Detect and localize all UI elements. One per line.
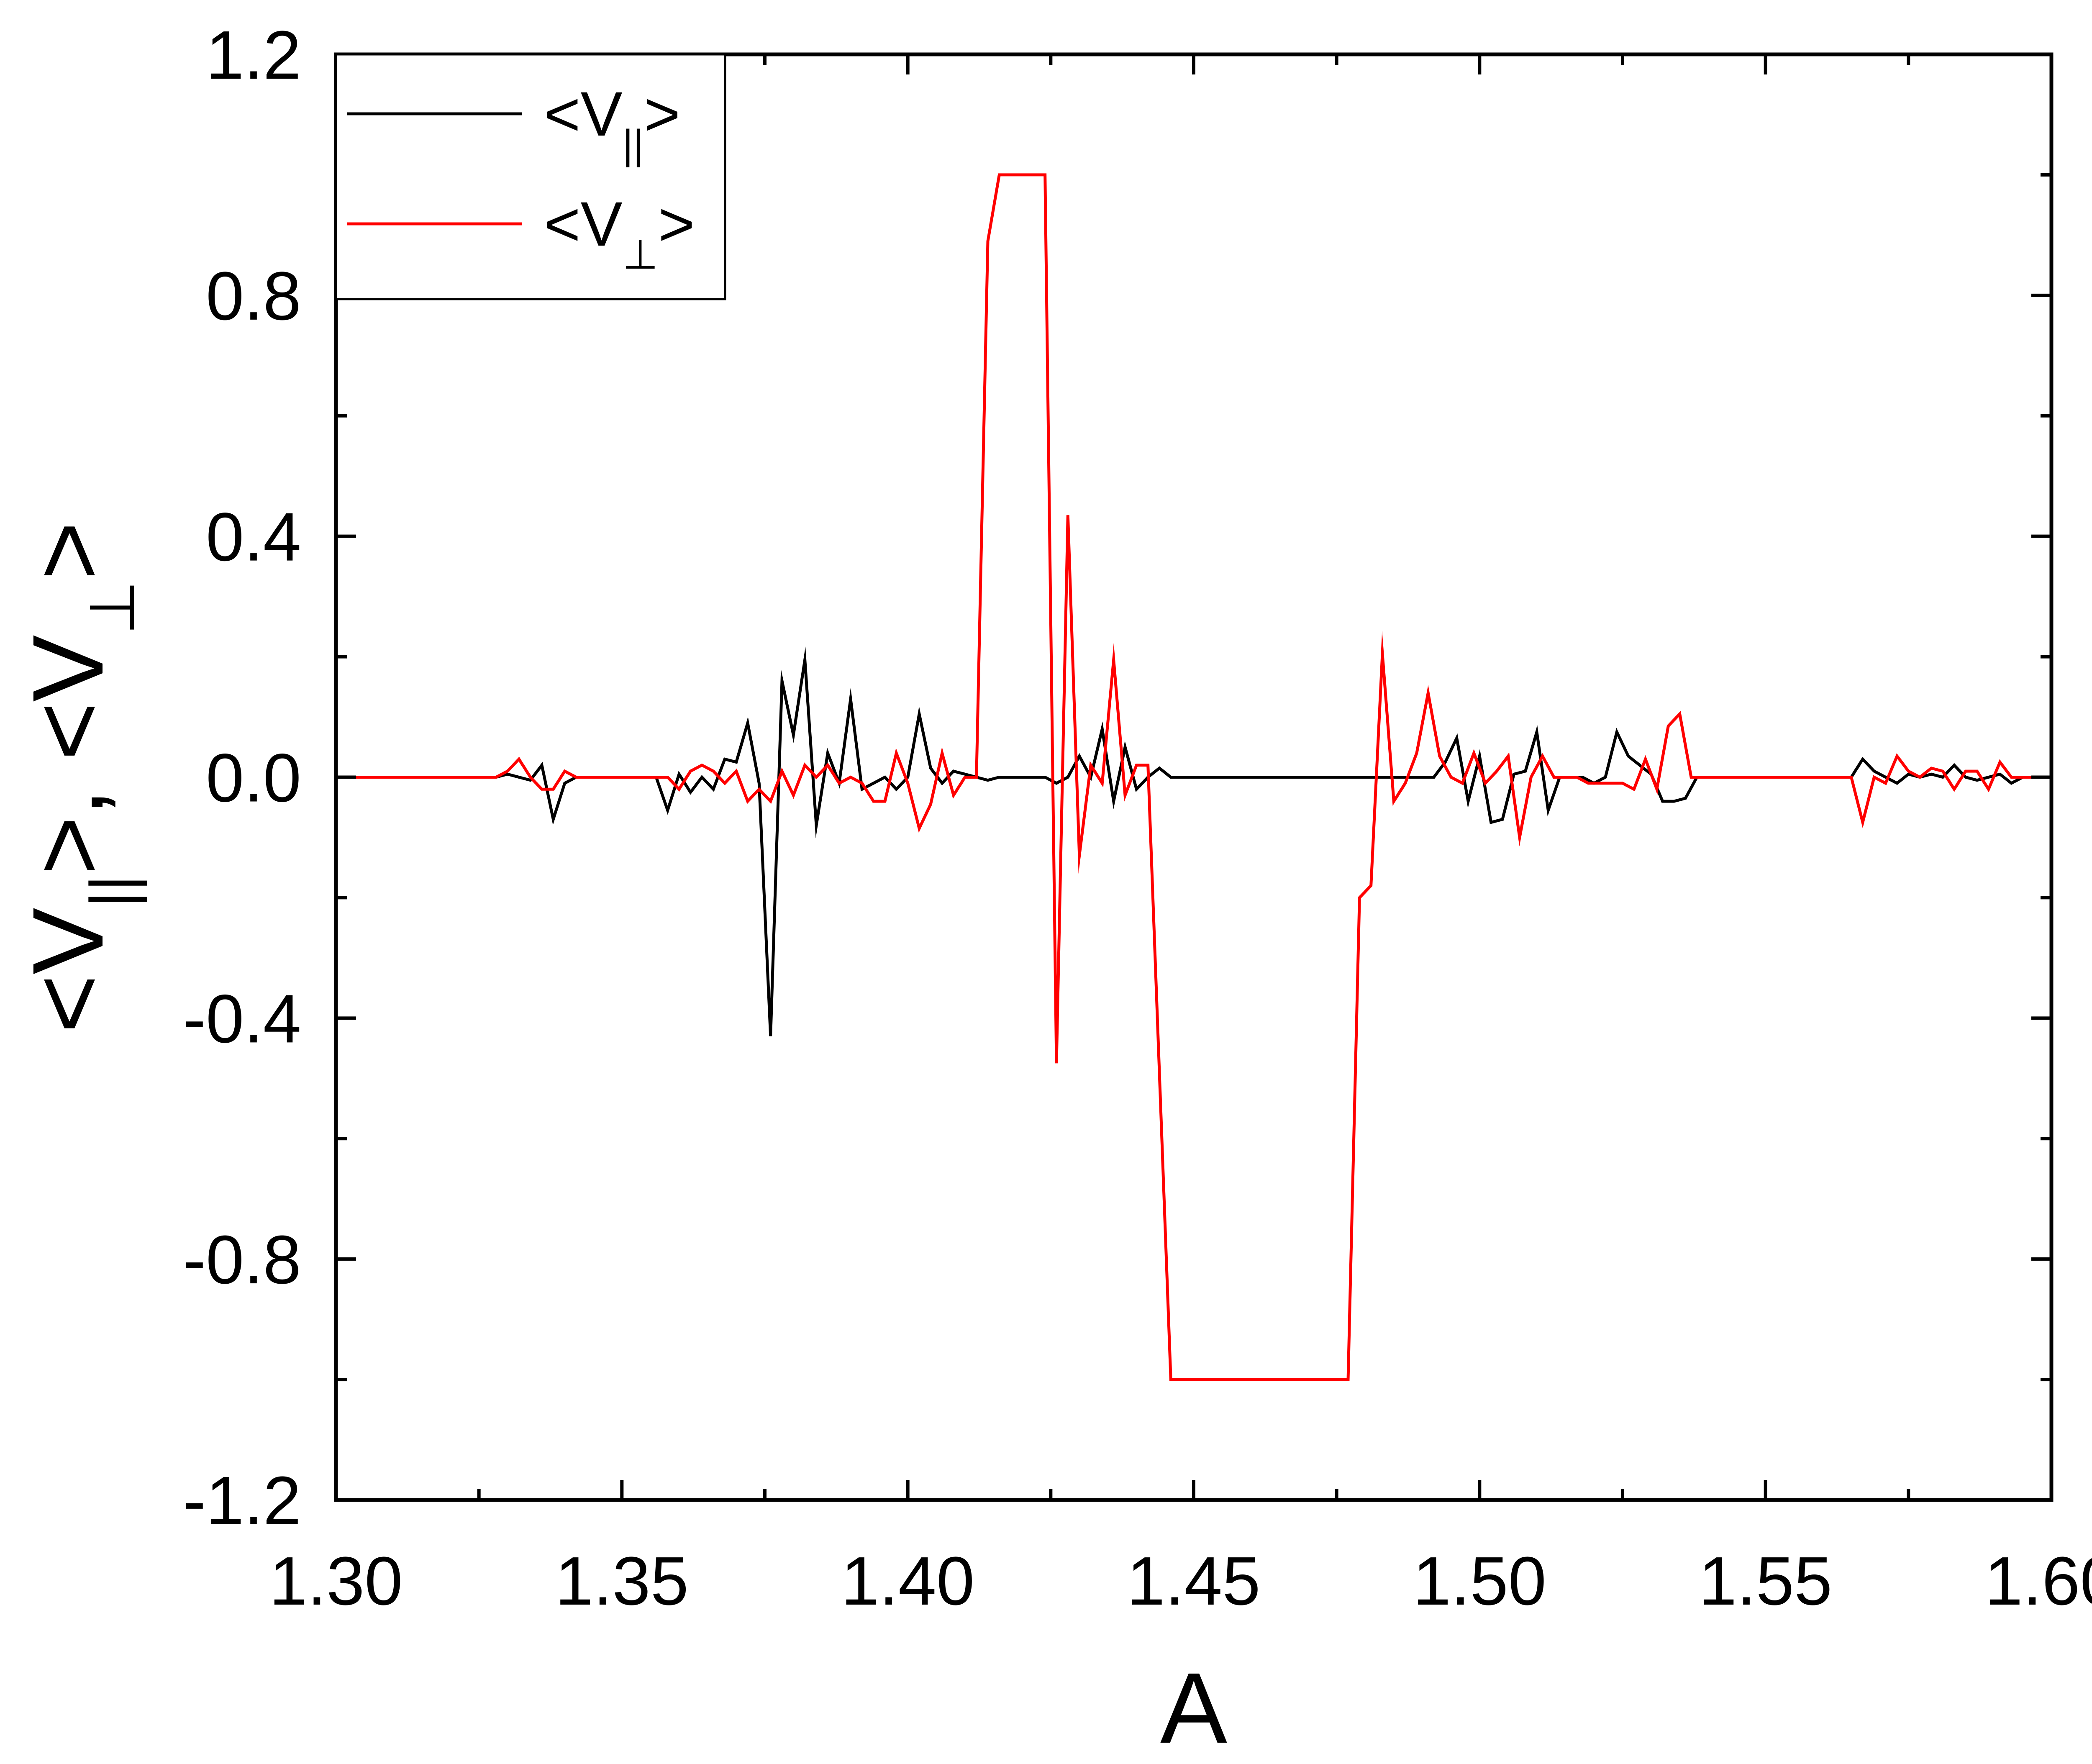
y-tick-label: -1.2	[183, 1462, 301, 1539]
y-tick-label: 1.2	[206, 17, 301, 93]
legend-box	[335, 53, 726, 300]
y-tick-label: -0.4	[183, 980, 301, 1057]
x-axis-title: A	[1160, 1652, 1227, 1764]
x-tick-label: 1.35	[555, 1543, 689, 1619]
legend-label-1: <V⊥>	[544, 189, 695, 277]
x-tick-label: 1.30	[269, 1543, 403, 1619]
x-tick-label: 1.55	[1699, 1543, 1832, 1619]
y-tick-label: 0.0	[206, 740, 301, 816]
x-tick-label: 1.40	[841, 1543, 974, 1619]
x-tick-label: 1.50	[1413, 1543, 1546, 1619]
ticks-layer: 1.30 1.35 1.40 1.45 1.50 1.55 1.60 1.2 0.8 0.4 0.0…	[183, 17, 2092, 1619]
series-line-1	[336, 173, 2051, 1381]
y-tick-label: 0.8	[206, 258, 301, 334]
x-tick-label: 1.45	[1127, 1543, 1260, 1619]
y-tick-label: -0.8	[183, 1221, 301, 1298]
series-line-0	[336, 646, 2051, 1036]
series-layer	[336, 173, 2051, 1381]
legend-label-0: <V||>	[544, 79, 680, 167]
y-tick-label: 0.4	[206, 499, 301, 575]
legend: <V||> <V⊥>	[335, 53, 726, 300]
y-axis-title: <V||>, <V⊥>	[12, 522, 147, 1033]
x-tick-label: 1.60	[1984, 1543, 2092, 1619]
